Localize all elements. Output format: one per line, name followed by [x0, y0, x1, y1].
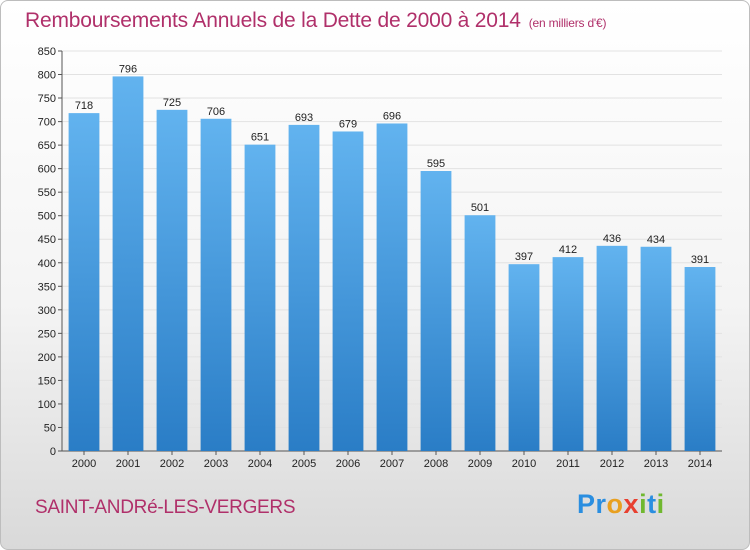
chart-title-text: Remboursements Annuels de la Dette de 20…: [25, 9, 521, 32]
x-tick-label: 2012: [600, 458, 624, 470]
y-tick-label: 300: [38, 305, 56, 317]
city-name: SAINT-ANDRé-LES-VERGERS: [35, 497, 296, 518]
bar-value-label: 679: [339, 118, 357, 130]
bar-value-label: 725: [163, 97, 181, 109]
bar-2001: [112, 76, 144, 451]
bar-2005: [288, 124, 320, 451]
y-tick-label: 500: [38, 211, 56, 223]
y-tick-label: 350: [38, 281, 56, 293]
x-tick-label: 2004: [248, 458, 272, 470]
bar-value-label: 693: [295, 112, 313, 124]
x-tick-label: 2005: [292, 458, 316, 470]
bar-2011: [552, 257, 584, 451]
x-tick-label: 2009: [468, 458, 492, 470]
bar-2003: [200, 118, 232, 451]
bar-value-label: 436: [603, 233, 621, 245]
y-tick-label: 700: [38, 117, 56, 129]
x-tick-label: 2011: [556, 458, 580, 470]
y-tick-label: 800: [38, 70, 56, 82]
y-tick-label: 400: [38, 258, 56, 270]
labels: 0 50 100 150 200 250 300 350 400 450 500 550 600 650 7…: [38, 46, 713, 470]
x-tick-label: 2010: [512, 458, 536, 470]
bar-2009: [464, 215, 496, 451]
bar-2012: [596, 245, 628, 451]
logo-letter: t: [647, 489, 657, 519]
bar-value-label: 718: [75, 100, 93, 112]
y-tick-label: 100: [38, 399, 56, 411]
logo-letter: P: [577, 489, 596, 519]
bar-2010: [508, 264, 540, 451]
chart-title: Remboursements Annuels de la Dette de 20…: [25, 9, 606, 33]
y-tick-label: 250: [38, 328, 56, 340]
x-tick-label: 2003: [204, 458, 228, 470]
y-tick-label: 50: [44, 422, 56, 434]
bar-value-label: 696: [383, 110, 401, 122]
x-tick-label: 2007: [380, 458, 404, 470]
bar-value-label: 397: [515, 251, 533, 263]
bar-value-label: 595: [427, 158, 445, 170]
bar-2006: [332, 131, 364, 451]
logo-letter: i: [656, 489, 665, 519]
bar-value-label: 651: [251, 132, 269, 144]
y-tick-label: 850: [38, 46, 56, 58]
bar-value-label: 391: [691, 254, 709, 266]
x-tick-label: 2000: [72, 458, 96, 470]
bar-value-label: 412: [559, 244, 577, 256]
y-tick-label: 650: [38, 140, 56, 152]
proxiti-logo: Proxiti: [577, 489, 665, 520]
x-tick-label: 2006: [336, 458, 360, 470]
bar-2004: [244, 144, 276, 451]
bar-2007: [376, 123, 408, 452]
x-tick-label: 2001: [116, 458, 140, 470]
y-tick-label: 150: [38, 375, 56, 387]
chart-unit-label: (en milliers d'€): [528, 16, 607, 30]
y-tick-label: 0: [50, 446, 56, 458]
y-tick-label: 450: [38, 234, 56, 246]
x-tick-label: 2002: [160, 458, 184, 470]
y-tick-label: 750: [38, 93, 56, 105]
bar-value-label: 434: [647, 234, 665, 246]
bar-value-label: 501: [471, 202, 489, 214]
bar-value-label: 706: [207, 106, 225, 118]
logo-letter: r: [595, 489, 607, 519]
x-tick-label: 2013: [644, 458, 668, 470]
bars: [68, 76, 716, 452]
bar-2014: [684, 267, 716, 451]
y-tick-label: 200: [38, 352, 56, 364]
logo-letter: o: [606, 489, 624, 519]
bar-2013: [640, 246, 672, 451]
x-tick-label: 2008: [424, 458, 448, 470]
x-tick-label: 2014: [688, 458, 712, 470]
bar-2000: [68, 113, 100, 451]
logo-letter: x: [623, 489, 640, 519]
bar-2002: [156, 109, 188, 451]
bar-value-label: 796: [119, 63, 137, 75]
y-tick-label: 550: [38, 187, 56, 199]
bar-2008: [420, 171, 452, 451]
y-tick-label: 600: [38, 164, 56, 176]
logo-letter: i: [639, 489, 648, 519]
